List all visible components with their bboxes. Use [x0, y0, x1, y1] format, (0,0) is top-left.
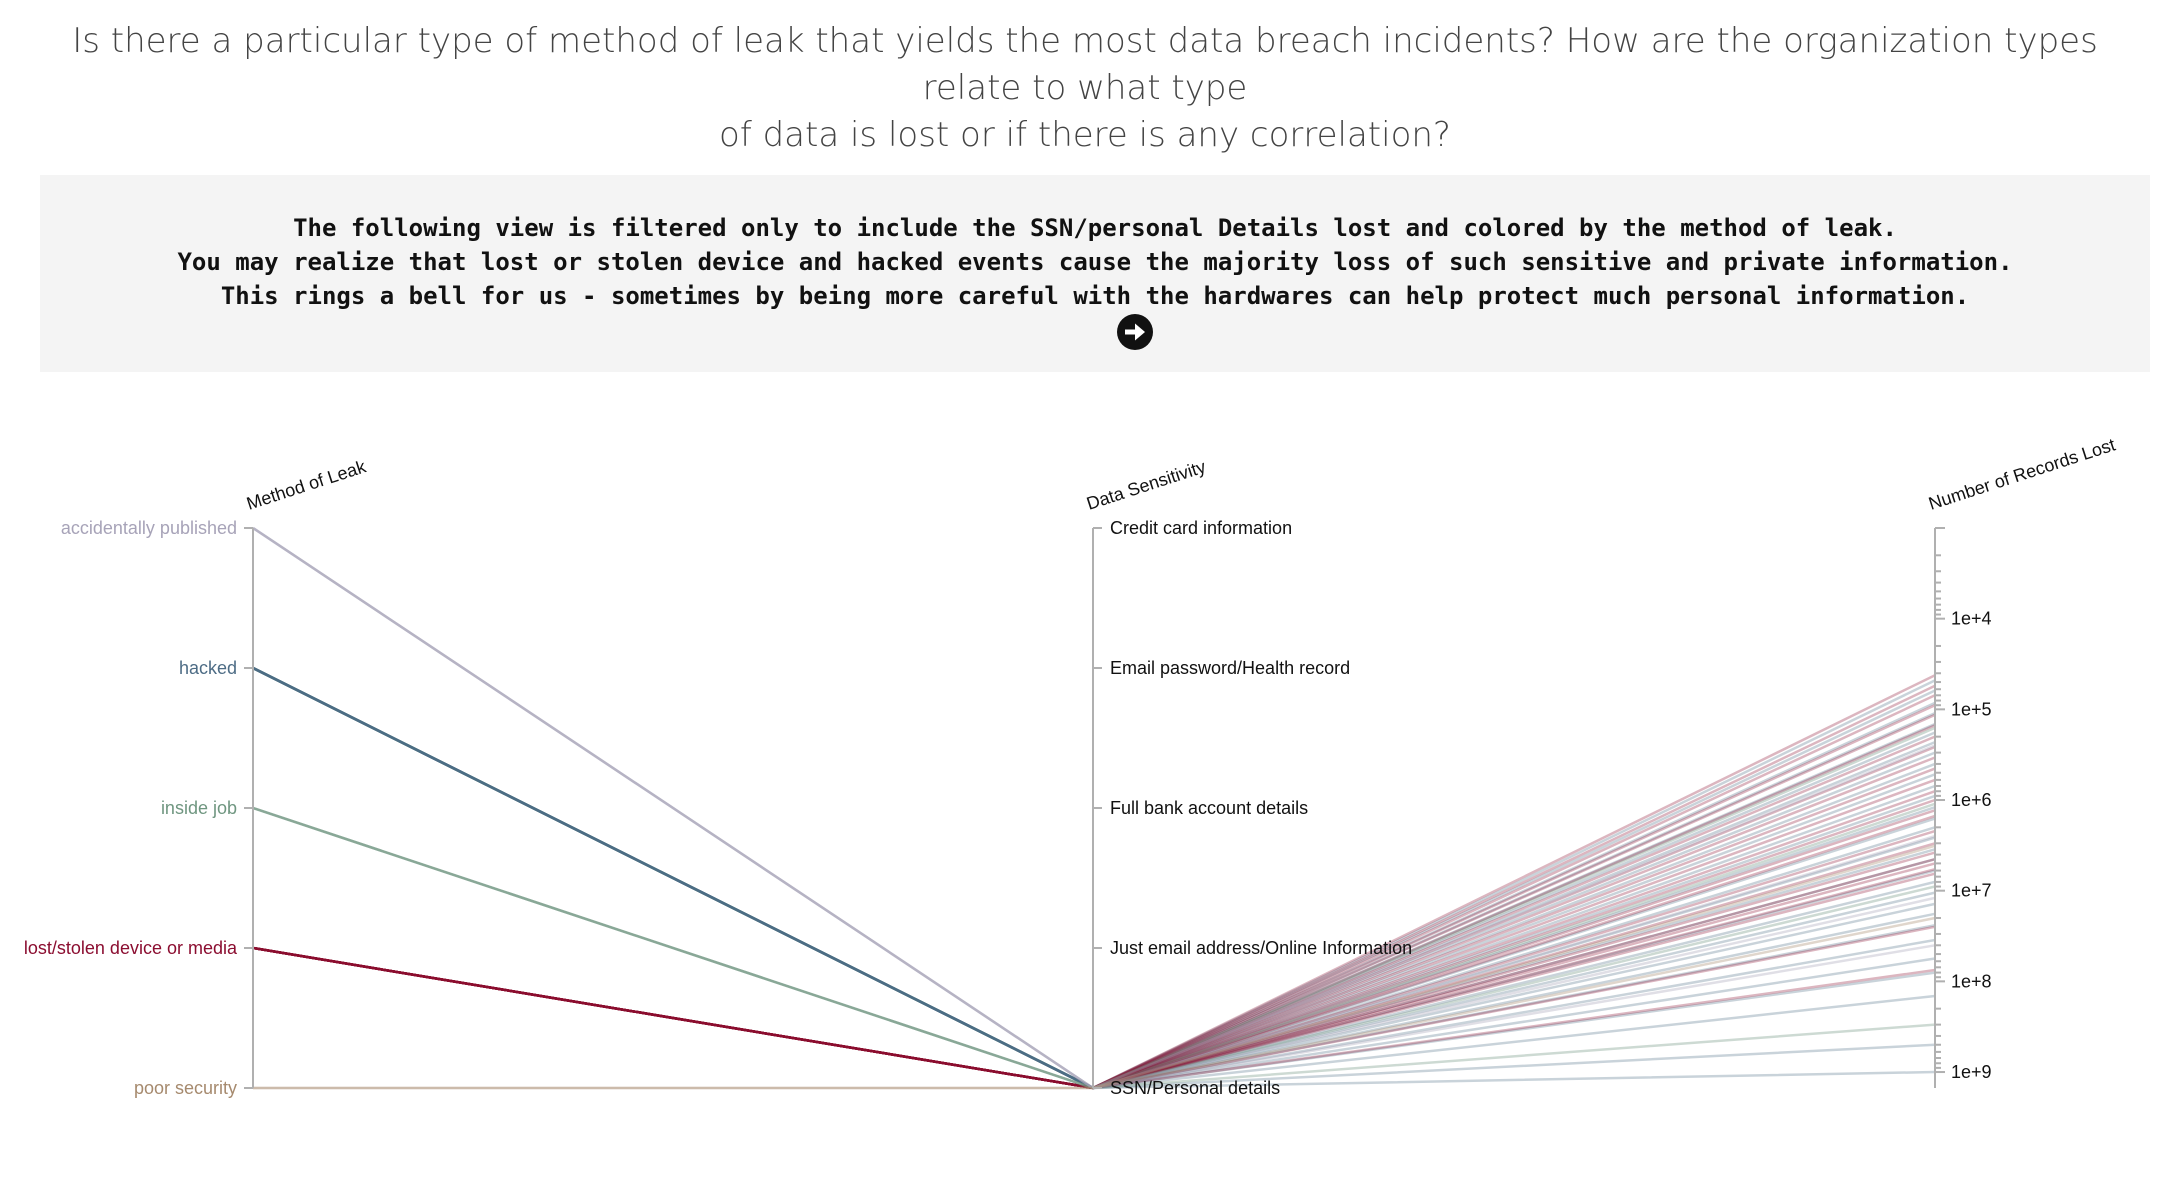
page-title: Is there a particular type of method of …: [30, 18, 2140, 159]
question-line-2: of data is lost or if there is any corre…: [719, 115, 1451, 155]
records-tick-label: 1e+4: [1951, 609, 1992, 629]
records-tick-label: 1e+8: [1951, 971, 1992, 991]
records-tick-label: 1e+5: [1951, 699, 1992, 719]
question-line-1: Is there a particular type of method of …: [72, 21, 2098, 108]
story-annotation-box: The following view is filtered only to i…: [40, 175, 2150, 372]
method-axis-title: Method of Leak: [244, 456, 369, 514]
sensitivity-tick-label: Full bank account details: [1110, 798, 1308, 818]
records-tick-label: 1e+7: [1951, 881, 1992, 901]
story-line-1: The following view is filtered only to i…: [293, 214, 1897, 242]
method-tick-label: inside job: [161, 798, 237, 818]
method-tick-label: lost/stolen device or media: [24, 938, 238, 958]
next-step-button[interactable]: [1116, 313, 1154, 351]
sensitivity-tick-label: Credit card information: [1110, 518, 1292, 538]
story-line-2: You may realize that lost or stolen devi…: [177, 248, 2013, 276]
sensitivity-axis-title: Data Sensitivity: [1084, 456, 1208, 513]
method-tick-label: hacked: [179, 658, 237, 678]
story-line-3: This rings a bell for us - sometimes by …: [220, 282, 1970, 310]
sensitivity-tick-label: Email password/Health record: [1110, 658, 1350, 678]
story-text: The following view is filtered only to i…: [40, 211, 2150, 313]
records-tick-label: 1e+9: [1951, 1062, 1992, 1082]
records-tick-label: 1e+6: [1951, 790, 1992, 810]
method-tick-label: poor security: [134, 1078, 237, 1098]
sensitivity-tick-label: SSN/Personal details: [1110, 1078, 1280, 1098]
method-tick-label: accidentally published: [61, 518, 237, 538]
records-axis-title: Number of Records Lost: [1926, 434, 2118, 513]
sensitivity-tick-label: Just email address/Online Information: [1110, 938, 1412, 958]
arrow-circle-right-icon: [1117, 314, 1153, 350]
